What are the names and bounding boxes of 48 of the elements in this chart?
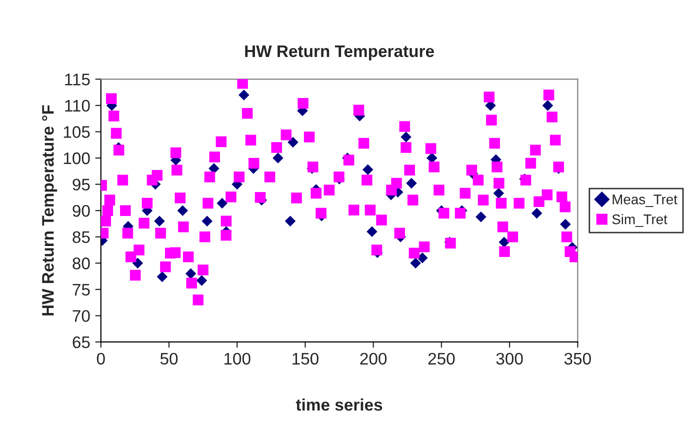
point [493,188,504,199]
y-tick-label: 100 [64,152,90,164]
point [284,216,296,226]
x-axis-title: time series [296,398,382,411]
x-tick-label: 250 [428,352,455,365]
point [560,218,571,230]
point [156,271,168,282]
y-tick-label: 95 [72,178,90,190]
x-tick-label: 350 [564,352,591,365]
y-axis-title: HW Return Temperature °F [42,105,58,316]
y-tick-label: 115 [65,74,90,86]
chart-title: HW Return Temperature [245,45,434,60]
point [154,216,165,226]
y-tick-label: 90 [72,204,90,217]
point [202,216,213,226]
y-tick-label: 75 [72,284,90,296]
point [476,212,486,222]
point [400,132,412,142]
point [238,90,250,100]
y-tick-label: 70 [72,310,90,322]
point [177,205,188,216]
legend-label: Sim_Tret [612,214,668,227]
point [362,164,374,175]
x-tick-label: 150 [292,352,318,365]
point [132,258,144,269]
y-tick-label: 80 [72,258,90,270]
x-tick-label: 100 [224,352,250,365]
point [410,258,421,269]
point [366,226,378,237]
y-tick-label: 110 [65,100,90,112]
x-tick-label: 50 [160,352,178,365]
y-tick-label: 85 [72,231,90,244]
legend-label: Meas_Tret [612,194,678,207]
x-tick-label: 200 [360,352,387,365]
y-tick-label: 105 [64,126,90,138]
point [498,236,510,248]
y-tick-label: 65 [72,336,90,348]
x-tick-label: 300 [496,352,523,365]
point [185,268,196,280]
point [288,136,298,148]
x-tick-label: 0 [96,352,105,365]
point [542,100,554,111]
point [417,252,428,264]
point [531,208,542,219]
point [196,275,208,286]
point [272,152,284,164]
point [406,178,417,189]
point [216,198,228,209]
